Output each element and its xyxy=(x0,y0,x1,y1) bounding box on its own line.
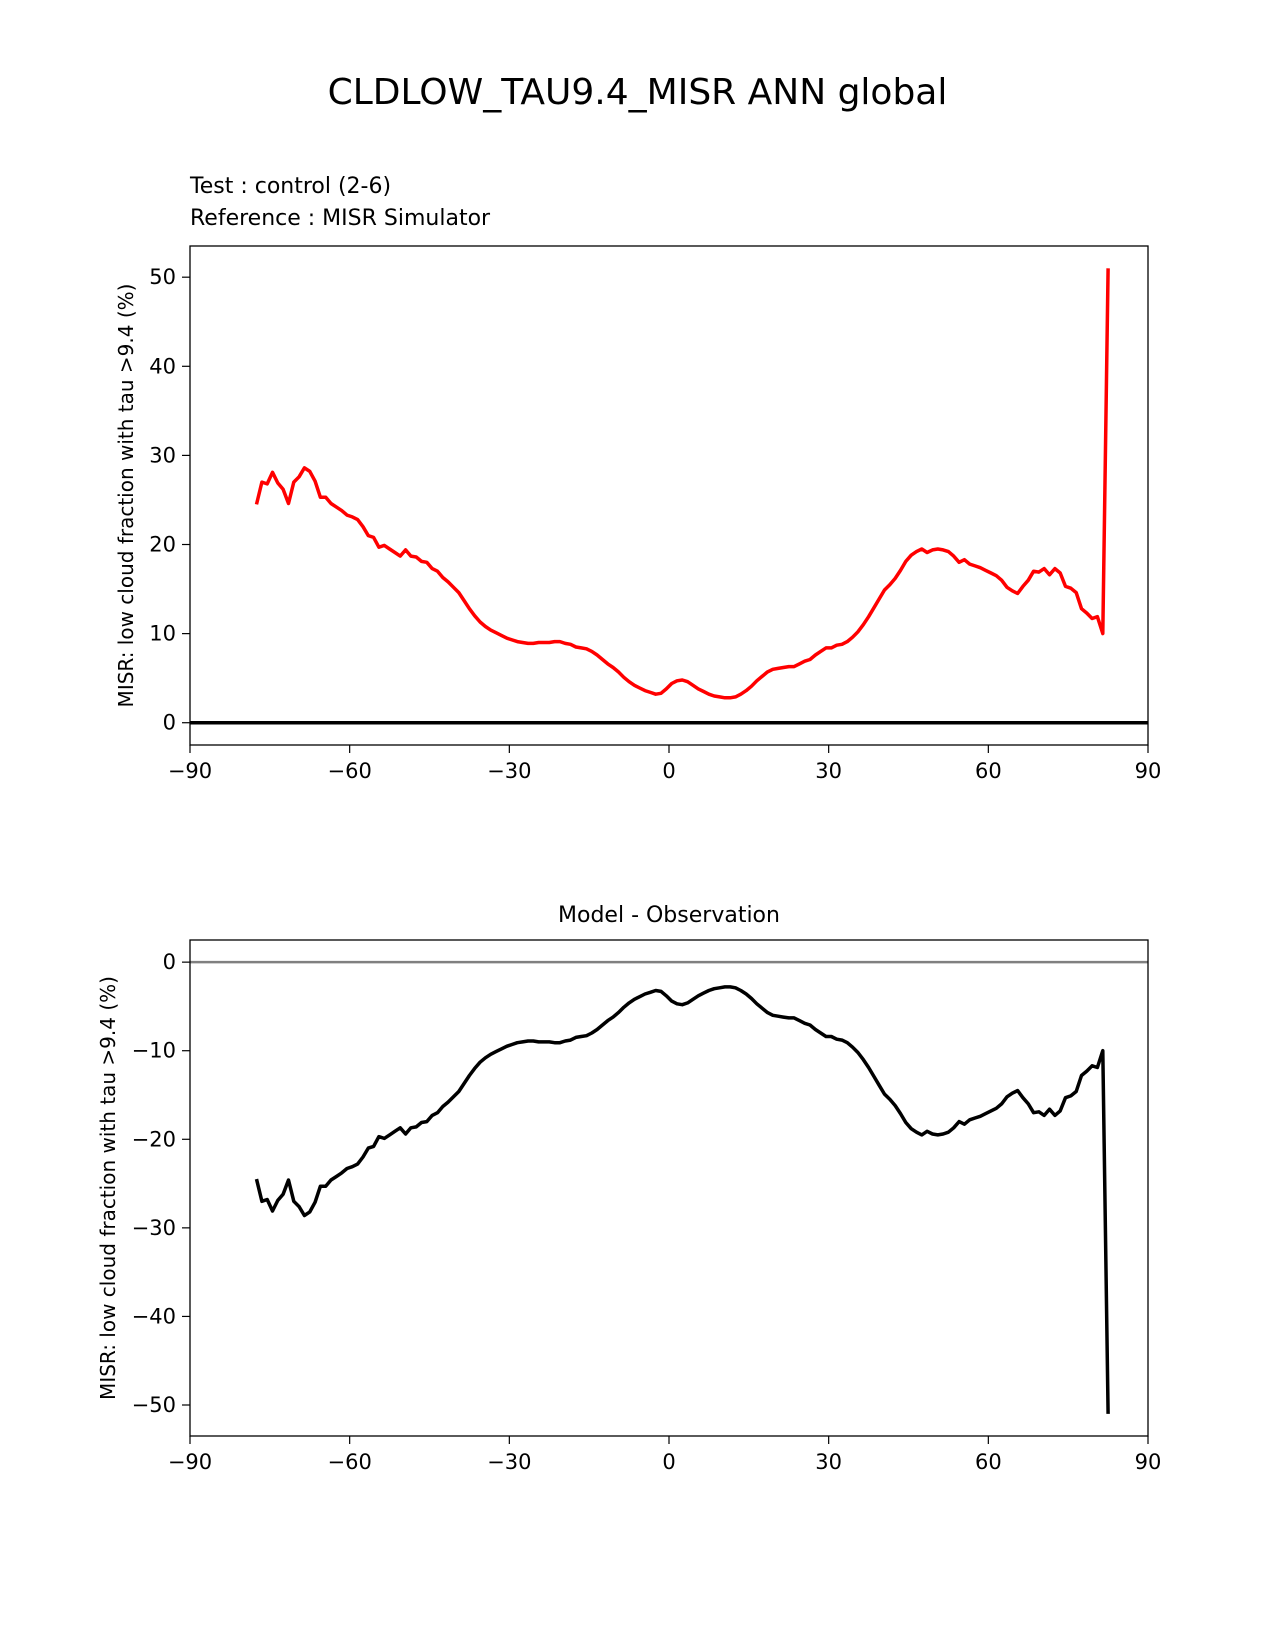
test-label: Test : control (2-6) xyxy=(190,174,392,199)
series-line-difference xyxy=(254,985,1110,1414)
y-tick-label: −40 xyxy=(132,1304,176,1328)
x-tick-label: 90 xyxy=(1135,759,1162,783)
x-tick-label: 0 xyxy=(662,759,675,783)
y-tick-label: 0 xyxy=(163,950,176,974)
series-line-reference-misr-simulator xyxy=(254,268,1110,700)
reference-label: Reference : MISR Simulator xyxy=(190,206,491,231)
x-tick-label: 60 xyxy=(975,759,1002,783)
chart-1: −90 −60 −30 0 30 60 90 0 10 20 30 40 50 MISR: low clo… xyxy=(114,245,1162,783)
y-tick-label: −50 xyxy=(132,1393,176,1417)
figure-title: CLDLOW_TAU9.4_MISR ANN global xyxy=(327,72,948,113)
plot-frame xyxy=(189,939,1149,1437)
y-tick-label: −30 xyxy=(132,1216,176,1240)
y-tick-label: −10 xyxy=(132,1039,176,1063)
x-tick-label: −90 xyxy=(168,759,212,783)
x-tick-label: 90 xyxy=(1135,1450,1162,1474)
x-tick-label: −60 xyxy=(328,1450,372,1474)
chart-2: −90 −60 −30 0 30 60 90 0 −10 −20 −30 −40 −50 MISR: lo… xyxy=(96,939,1162,1474)
y-axis-label: MISR: low cloud fraction with tau >9.4 (… xyxy=(96,976,120,1400)
y-tick-label: 0 xyxy=(163,711,176,735)
x-tick-label: −60 xyxy=(328,759,372,783)
y-tick-label: 10 xyxy=(149,622,176,646)
x-tick-label: 30 xyxy=(815,1450,842,1474)
y-tick-label: 20 xyxy=(149,533,176,557)
x-tick-label: 30 xyxy=(815,759,842,783)
x-tick-label: −90 xyxy=(168,1450,212,1474)
x-tick-label: −30 xyxy=(487,1450,531,1474)
y-axis-label: MISR: low cloud fraction with tau >9.4 (… xyxy=(114,284,138,708)
plot-frame xyxy=(189,245,1149,746)
x-tick-label: 0 xyxy=(662,1450,675,1474)
y-tick-label: 40 xyxy=(149,354,176,378)
y-tick-label: −20 xyxy=(132,1127,176,1151)
difference-chart-title: Model - Observation xyxy=(558,903,780,928)
x-tick-label: 60 xyxy=(975,1450,1002,1474)
y-tick-label: 50 xyxy=(149,265,176,289)
x-tick-label: −30 xyxy=(487,759,531,783)
y-tick-label: 30 xyxy=(149,443,176,467)
